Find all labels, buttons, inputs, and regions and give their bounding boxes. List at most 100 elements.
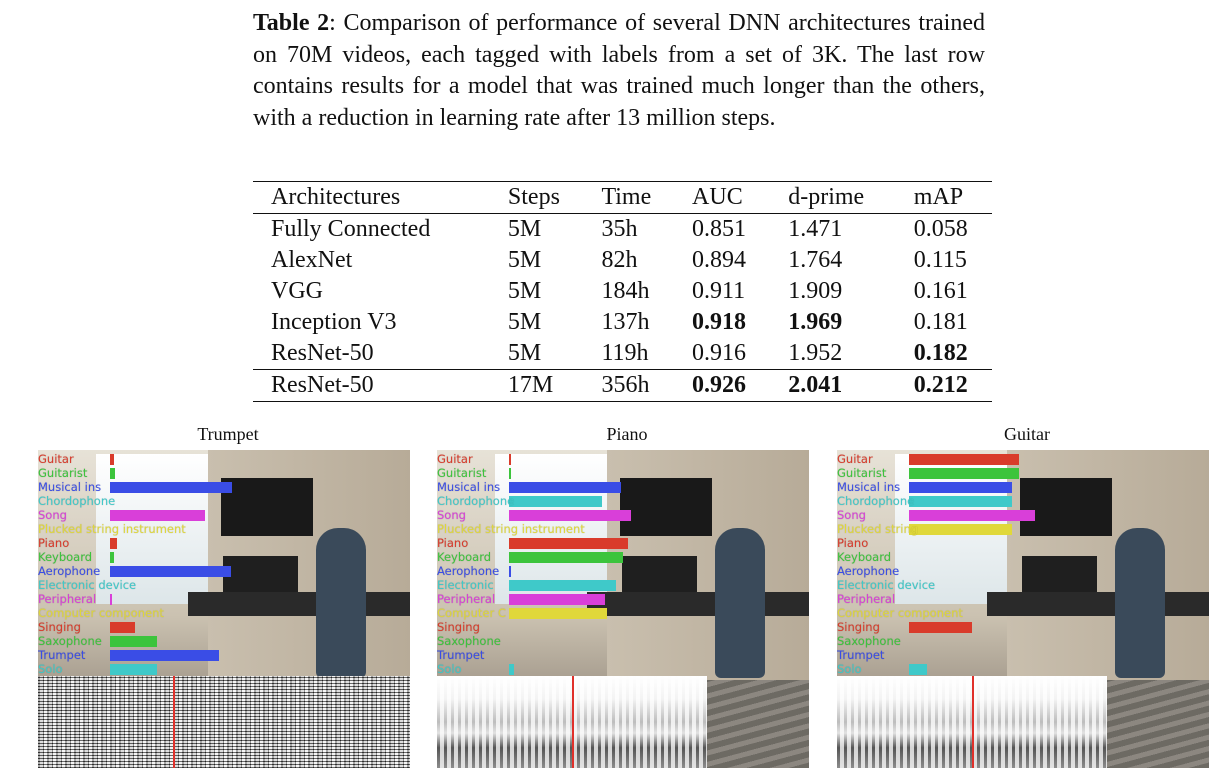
label-row: Computer component [837,606,1209,620]
label-row: Plucked string instrument [437,522,809,536]
label-row: Singing [38,620,410,634]
label-row: Musical ins [437,480,809,494]
label-text: Musical ins [38,480,102,494]
label-row: Solo [837,662,1209,676]
score-bar [509,482,621,493]
label-text: Musical ins [437,480,501,494]
label-row: Aerophone [837,564,1209,578]
keyboard-instrument [587,592,809,616]
label-row: Trumpet [437,648,809,662]
label-text: Song [837,508,866,522]
table-row: ResNet-50 17M 356h 0.926 2.041 0.212 [253,369,992,402]
performer [715,528,765,678]
score-bar [110,538,117,549]
table-cell: 137h [601,309,650,335]
label-row: Keyboard [38,550,410,564]
label-text: Guitar [437,452,473,466]
video-frame: Guitar Guitarist Musical ins Chordophone Son… [837,450,1209,768]
table-cell: Fully Connected [271,216,431,242]
spectrogram [837,676,1107,768]
label-row: Guitarist [437,466,809,480]
score-bar [110,454,114,465]
label-text: Singing [437,620,480,634]
label-row: Piano [437,536,809,550]
label-row: Guitar [437,452,809,466]
label-text: Computer C [437,606,506,620]
label-text: Peripheral [38,592,97,606]
table-cell: 1.952 [788,340,843,366]
table-body: Fully Connected 5M 35h 0.851 1.471 0.058 AlexN… [253,214,992,370]
performer [1115,528,1165,678]
label-text: Musical ins [837,480,901,494]
panel-title: Guitar [1004,424,1050,444]
table-header-row: Architectures Steps Time AUC d-prime mAP [253,181,992,214]
label-text: Saxophone [837,634,901,648]
column-header: d-prime [788,184,865,210]
panel-title: Trumpet [197,424,259,444]
table-cell: 82h [601,247,638,273]
results-table: Architectures Steps Time AUC d-prime mAP Full… [253,181,992,402]
table-cell: 5M [507,247,542,273]
table-header: Architectures Steps Time AUC d-prime mAP [253,181,992,214]
label-text: Piano [837,536,869,550]
table-cell: 5M [507,340,542,366]
label-overlay: Guitar Guitarist Musical ins Chordophone Son… [837,452,1209,676]
table-cell: ResNet-50 [271,372,374,398]
keyboard-instrument [188,592,410,616]
score-bar [110,510,205,521]
label-row: Guitar [38,452,410,466]
table-cell: 0.894 [692,247,747,273]
score-bar [909,468,1019,479]
label-text: Solo [38,662,63,676]
playhead-marker [972,676,974,768]
table-cell: 1.764 [788,247,843,273]
label-text: Saxophone [437,634,501,648]
label-row: Trumpet [38,648,410,662]
label-row: Chordophone [437,494,809,508]
score-bar [509,608,607,619]
label-row: Piano [837,536,1209,550]
label-row: Computer component [38,606,410,620]
label-text: Song [437,508,466,522]
table-cell: 0.918 [692,309,747,335]
panel-title: Piano [606,424,648,444]
table-cell: 0.916 [692,340,747,366]
label-text: Song [38,508,67,522]
table-cell: 0.212 [913,372,968,398]
label-text: Guitar [837,452,873,466]
label-text: Trumpet [837,648,885,662]
label-row: Musical ins [38,480,410,494]
label-text: Saxophone [38,634,102,648]
score-bar [509,552,623,563]
score-bar [909,496,1012,507]
table-cell: 0.926 [692,372,747,398]
table-cell: 0.181 [913,309,968,335]
label-row: Solo [437,662,809,676]
spectrogram [38,676,410,768]
table-cell: 1.969 [788,309,843,335]
window-light [495,454,607,604]
label-row: Saxophone [437,634,809,648]
score-bar [909,454,1019,465]
label-row: Guitar [837,452,1209,466]
score-bar [909,482,1012,493]
video-frame: Guitar Guitarist Musical ins Chordophone Son… [437,450,809,768]
score-bar [509,468,511,479]
label-text: Keyboard [837,550,892,564]
table-cell: AlexNet [271,247,353,273]
score-bar [110,650,219,661]
label-row: Electronic device [38,578,410,592]
label-row: Peripheral [437,592,809,606]
label-text: Keyboard [38,550,93,564]
column-header: Steps [507,184,560,210]
label-text: Electronic device [38,578,137,592]
score-bar [509,496,602,507]
label-row: Guitarist [837,466,1209,480]
table-row: ResNet-50 5M 119h 0.916 1.952 0.182 [253,338,992,370]
wall-tv [1020,478,1112,536]
score-bar [509,566,511,577]
label-text: Aerophone [837,564,900,578]
column-header: AUC [692,184,743,210]
table-cell: 184h [601,278,650,304]
score-bar [509,594,605,605]
